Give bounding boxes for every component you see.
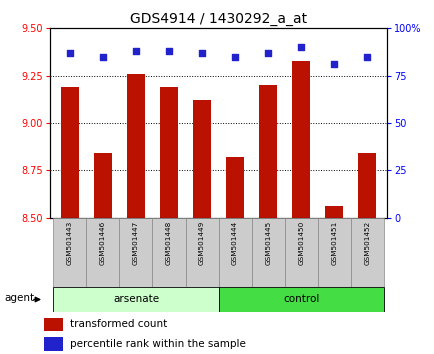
Bar: [61, 87, 79, 218]
Bar: [94, 153, 112, 218]
Bar: [350, 218, 383, 287]
Bar: [292, 61, 309, 218]
Bar: [127, 74, 145, 218]
Text: GSM501450: GSM501450: [298, 221, 303, 265]
Text: control: control: [283, 295, 319, 304]
Bar: [160, 87, 178, 218]
Text: transformed count: transformed count: [69, 319, 167, 329]
Point: [297, 45, 304, 50]
Bar: [284, 218, 317, 287]
Text: percentile rank within the sample: percentile rank within the sample: [69, 339, 245, 349]
Bar: [325, 206, 342, 218]
Text: GSM501451: GSM501451: [331, 221, 336, 265]
Text: GSM501446: GSM501446: [100, 221, 105, 265]
Bar: [218, 218, 251, 287]
Text: arsenate: arsenate: [113, 295, 159, 304]
Bar: [119, 218, 152, 287]
Point: [165, 48, 172, 54]
Bar: [193, 100, 210, 218]
Bar: [152, 218, 185, 287]
Bar: [43, 337, 63, 351]
Text: GSM501449: GSM501449: [199, 221, 204, 265]
Text: GSM501443: GSM501443: [67, 221, 72, 265]
Bar: [251, 218, 284, 287]
Bar: [259, 85, 276, 218]
Point: [66, 50, 73, 56]
Point: [264, 50, 271, 56]
Title: GDS4914 / 1430292_a_at: GDS4914 / 1430292_a_at: [130, 12, 306, 26]
Bar: [317, 218, 350, 287]
Point: [132, 48, 139, 54]
Text: GSM501447: GSM501447: [133, 221, 138, 265]
Bar: [86, 218, 119, 287]
Point: [198, 50, 205, 56]
Bar: [185, 218, 218, 287]
Bar: [226, 157, 243, 218]
Point: [231, 54, 238, 59]
Point: [363, 54, 370, 59]
Bar: [218, 287, 383, 312]
Text: GSM501448: GSM501448: [166, 221, 171, 265]
Text: agent: agent: [4, 293, 34, 303]
Bar: [53, 287, 218, 312]
Text: GSM501452: GSM501452: [364, 221, 369, 265]
Bar: [358, 153, 375, 218]
Text: GSM501445: GSM501445: [265, 221, 270, 265]
Point: [330, 62, 337, 67]
Text: GSM501444: GSM501444: [232, 221, 237, 265]
Point: [99, 54, 106, 59]
Bar: [53, 218, 86, 287]
Bar: [43, 318, 63, 331]
